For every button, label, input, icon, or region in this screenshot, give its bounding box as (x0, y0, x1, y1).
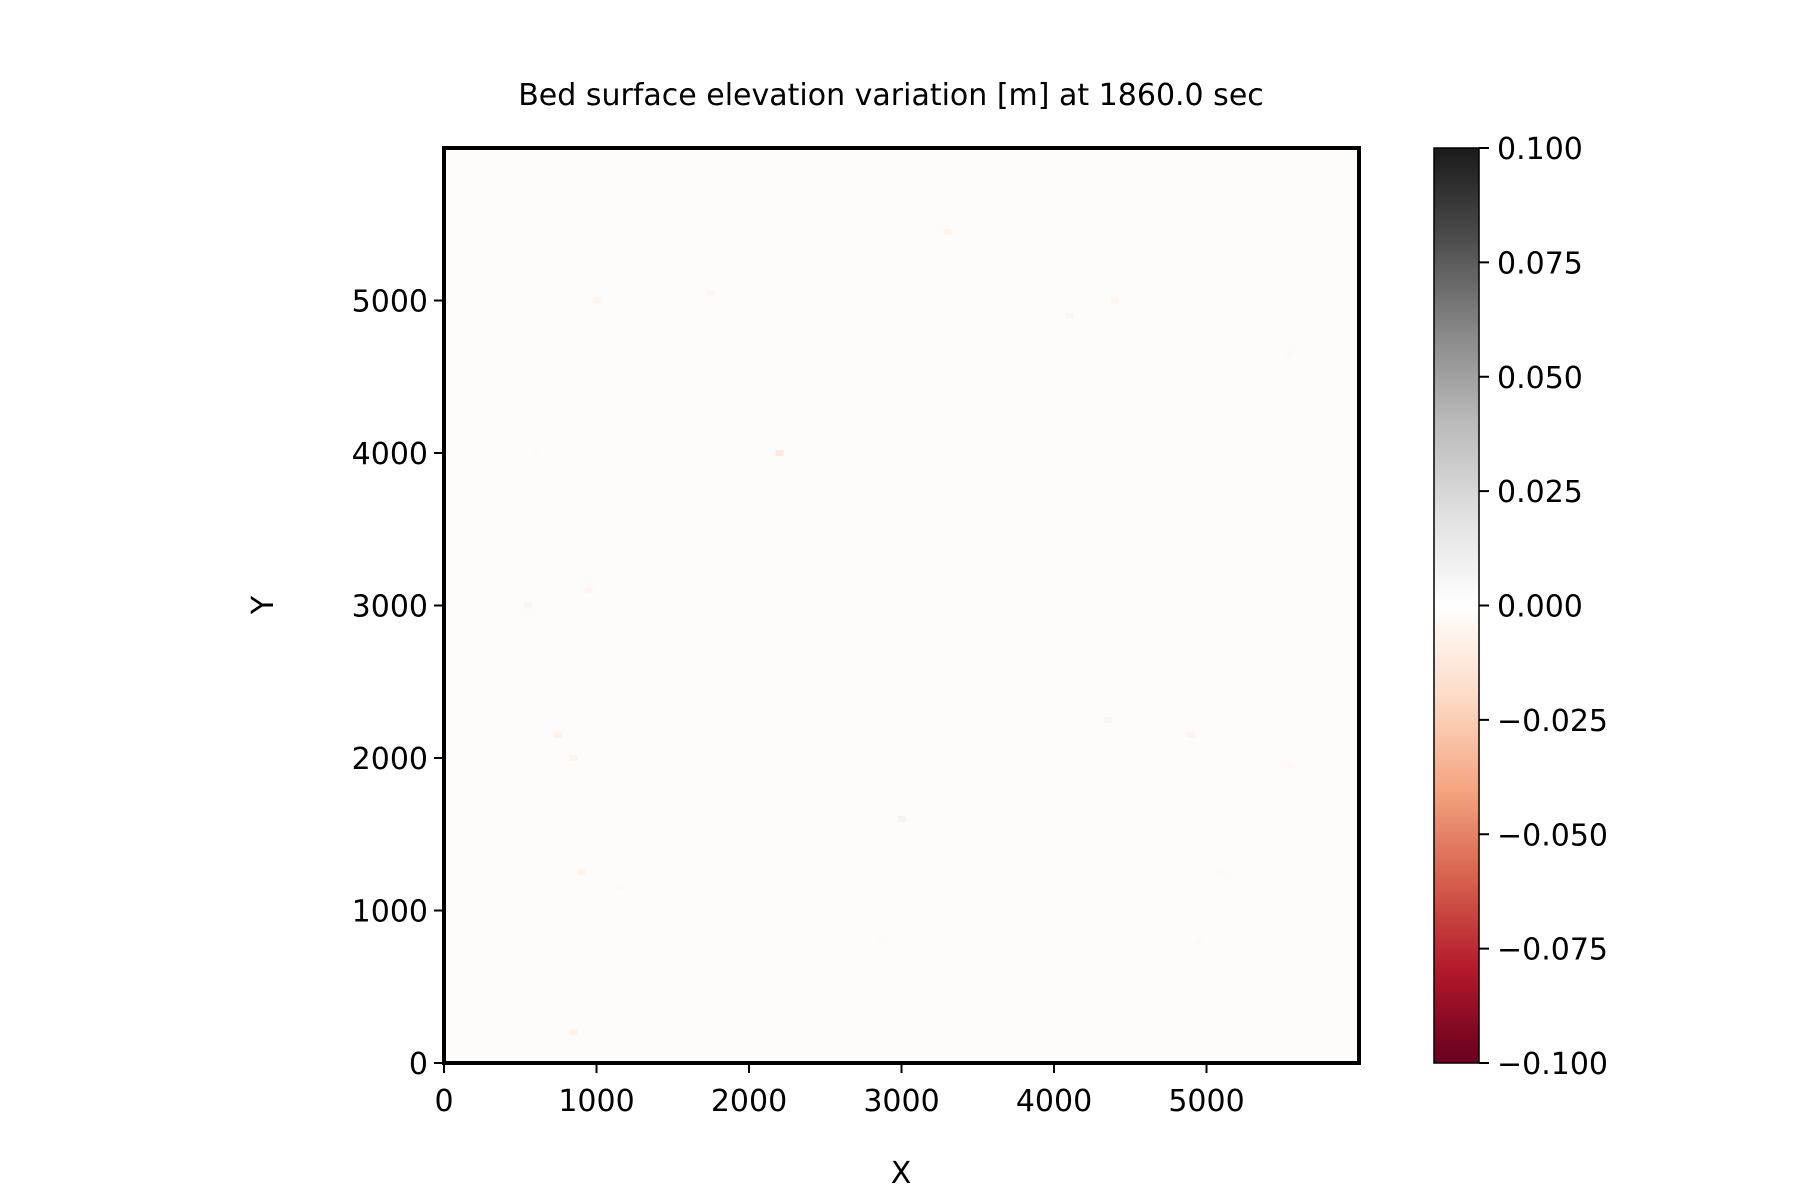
colorbar-tick-label: −0.025 (1497, 704, 1608, 739)
x-tick-label: 5000 (1168, 1084, 1244, 1119)
heatmap-cell (569, 1029, 578, 1036)
heatmap-cell (569, 755, 578, 761)
x-axis: 0 1000 2000 3000 4000 5000 (434, 1063, 1245, 1119)
heatmap-cell (874, 938, 883, 944)
colorbar-tick-label: 0.000 (1497, 590, 1583, 625)
x-tick-label: 4000 (1016, 1084, 1092, 1119)
heatmap-cell (1065, 312, 1074, 319)
colorbar-ticks: 0.100 0.075 0.050 0.025 0.000 −0.025 −0.050 −0.… (1479, 132, 1608, 1082)
y-tick-label: 1000 (352, 895, 428, 930)
heatmap-cell (1286, 762, 1295, 769)
y-tick-label: 4000 (352, 437, 428, 472)
x-tick-label: 3000 (863, 1084, 939, 1119)
y-axis: 0 1000 2000 3000 4000 5000 (352, 285, 444, 1082)
y-tick-label: 0 (409, 1047, 428, 1082)
heatmap-cell (554, 732, 563, 739)
heatmap-cell (775, 450, 784, 456)
heatmap-field (444, 148, 1359, 1063)
heatmap-cell (615, 884, 624, 891)
heatmap-cell (1217, 869, 1226, 876)
colorbar-tick-label: −0.075 (1497, 933, 1608, 968)
heatmap-cell (584, 587, 593, 594)
x-tick-label: 2000 (711, 1084, 787, 1119)
colorbar-tick-label: 0.075 (1497, 246, 1583, 281)
heatmap-cell (1286, 350, 1295, 357)
colorbar-tick-label: 0.025 (1497, 475, 1583, 510)
heatmap-cell (706, 289, 715, 296)
plot-area (442, 146, 1361, 1065)
x-tick-label: 0 (434, 1084, 453, 1119)
colorbar-tick-label: 0.100 (1497, 132, 1583, 167)
heatmap-cell (1111, 297, 1119, 304)
y-tick-label: 2000 (352, 742, 428, 777)
heatmap-cell (577, 869, 586, 876)
colorbar-tick-label: −0.050 (1497, 818, 1608, 853)
heatmap-cell (897, 816, 906, 822)
colorbar-tick-label: 0.050 (1497, 361, 1583, 396)
y-axis-label: Y (246, 595, 281, 615)
x-tick-label: 1000 (558, 1084, 634, 1119)
heatmap-cells (523, 228, 1295, 1036)
heatmap-cell (1194, 938, 1203, 944)
heatmap-cell (1103, 716, 1112, 723)
colorbar: 0.100 0.075 0.050 0.025 0.000 −0.025 −0.050 −0.… (1433, 132, 1608, 1082)
chart-title: Bed surface elevation variation [m] at 1… (518, 78, 1264, 113)
heatmap-cell (1187, 732, 1196, 739)
heatmap-cell (943, 228, 952, 235)
heatmap-cell (523, 602, 532, 609)
y-tick-label: 3000 (352, 590, 428, 625)
heatmap-cell (592, 297, 601, 304)
colorbar-tick-label: −0.100 (1497, 1047, 1608, 1082)
y-tick-label: 5000 (352, 285, 428, 320)
colorbar-gradient (1434, 148, 1479, 1063)
x-axis-label: X (891, 1156, 912, 1191)
heatmap-cell (531, 450, 540, 456)
